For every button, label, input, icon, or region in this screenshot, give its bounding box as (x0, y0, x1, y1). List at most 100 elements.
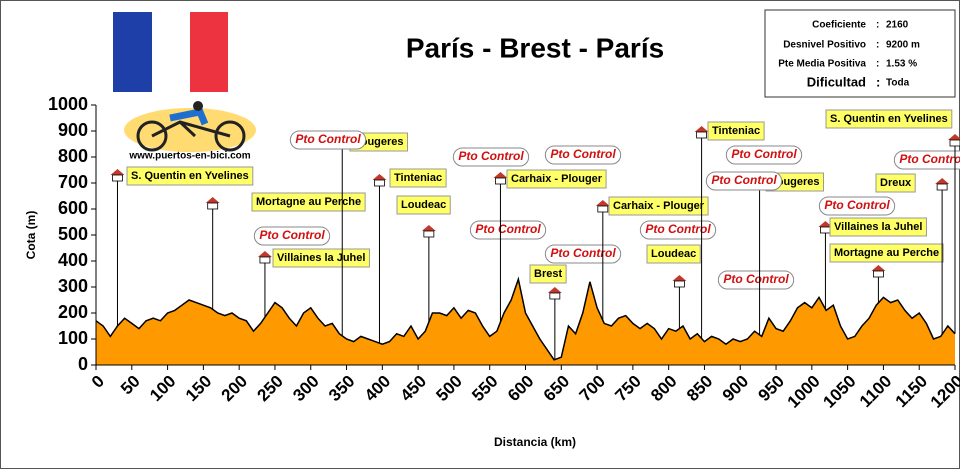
control-label: Tinteniac (394, 172, 442, 184)
y-tick-label: 800 (58, 146, 88, 166)
control-label: Mortagne au Perche (256, 196, 361, 208)
house-icon (421, 225, 436, 238)
control-label: Tinteniac (712, 125, 760, 137)
house-body (820, 226, 831, 234)
control-label: Mortagne au Perche (834, 247, 939, 259)
control-label-box (646, 244, 701, 264)
control-label-box (272, 248, 370, 268)
y-tick-label: 100 (58, 328, 88, 348)
y-tick-label: 500 (58, 224, 88, 244)
control-label-box (825, 109, 953, 129)
house-icon (948, 134, 960, 147)
control-tag: Pto Control (295, 132, 361, 146)
control-tag-oval (717, 270, 795, 290)
house-icon (372, 174, 387, 187)
house-roof (493, 172, 508, 178)
control-label-box (389, 168, 447, 188)
y-tick-label: 0 (78, 354, 88, 374)
y-axis-label: Cota (m) (24, 211, 38, 260)
control-label-box (707, 121, 765, 141)
control-label-box (529, 264, 567, 284)
control-label: S. Quentin en Yvelines (131, 170, 249, 182)
y-tick-label: 200 (58, 302, 88, 322)
control-label: Loudeac (651, 248, 696, 260)
info-label: Pte Media Positiva (778, 59, 866, 70)
control-tag-oval (818, 196, 896, 216)
control-tag: Pto Control (711, 173, 777, 187)
control-tag-oval (544, 145, 622, 165)
control-label: Villaines la Juhel (277, 252, 365, 264)
info-separator: : (876, 20, 879, 31)
house-icon (547, 287, 562, 300)
control-tag-oval (452, 147, 530, 167)
house-roof (694, 126, 709, 132)
house-roof (595, 200, 610, 206)
control-tag: Pto Control (899, 152, 960, 166)
info-value: 9200 m (886, 40, 920, 51)
control-label: Brest (534, 268, 562, 280)
y-tick-label: 1000 (48, 94, 88, 114)
house-icon (493, 172, 508, 185)
flag (113, 12, 228, 92)
control-tag: Pto Control (550, 246, 616, 260)
control-tag: Pto Control (645, 222, 711, 236)
info-label: Coeficiente (812, 20, 866, 31)
y-tick-label: 900 (58, 120, 88, 140)
control-label-box (126, 166, 254, 186)
house-roof (547, 287, 562, 293)
control-label-box (608, 196, 709, 216)
elevation-line (95, 276, 956, 361)
house-body (597, 205, 609, 213)
house-body (207, 202, 219, 210)
control-label-box (829, 243, 944, 263)
house-roof (257, 251, 272, 257)
house-icon (205, 197, 220, 210)
control-label-box (829, 217, 927, 237)
control-tag-oval (725, 145, 803, 165)
house-roof (948, 134, 960, 140)
control-label: Loudeac (401, 199, 446, 211)
control-label-box (396, 195, 451, 215)
y-tick-label: 300 (58, 276, 88, 296)
house-roof (372, 174, 387, 180)
house-body (873, 270, 884, 278)
house-roof (818, 221, 833, 227)
control-tag: Pto Control (259, 228, 325, 242)
control-tag-oval (544, 244, 622, 264)
control-tag: Pto Control (723, 272, 789, 286)
control-label-box (875, 173, 916, 193)
house-roof (205, 197, 220, 203)
info-value: 1.53 % (886, 59, 917, 70)
y-tick-label: 700 (58, 172, 88, 192)
control-tag: Pto Control (475, 222, 541, 236)
control-tag-oval (893, 150, 960, 170)
house-icon (110, 169, 125, 182)
house-icon (595, 200, 610, 213)
control-tag: Pto Control (550, 147, 616, 161)
control-label: Villaines la Juhel (834, 221, 922, 233)
chart-title: París - Brest - París (406, 32, 664, 63)
elevation-area (96, 279, 955, 365)
logo (124, 101, 256, 152)
house-body (674, 280, 685, 288)
house-roof (110, 169, 125, 175)
info-separator: : (876, 40, 879, 51)
house-body (495, 177, 506, 185)
house-body (259, 256, 271, 264)
control-tag-oval (253, 226, 331, 246)
website: www.puertos-en-bici.com (128, 151, 250, 162)
house-body (949, 139, 960, 147)
control-label: Dreux (880, 177, 912, 189)
control-tag: Pto Control (824, 198, 890, 212)
house-roof (935, 178, 950, 184)
info-value: Toda (886, 78, 910, 89)
house-roof (871, 265, 886, 271)
info-separator: : (876, 59, 879, 70)
control-tag: Pto Control (731, 147, 797, 161)
y-tick-label: 600 (58, 198, 88, 218)
control-label: Carhaix - Plouger (613, 200, 705, 212)
house-roof (421, 225, 436, 231)
house-body (936, 183, 948, 191)
control-tag-oval (639, 220, 717, 240)
